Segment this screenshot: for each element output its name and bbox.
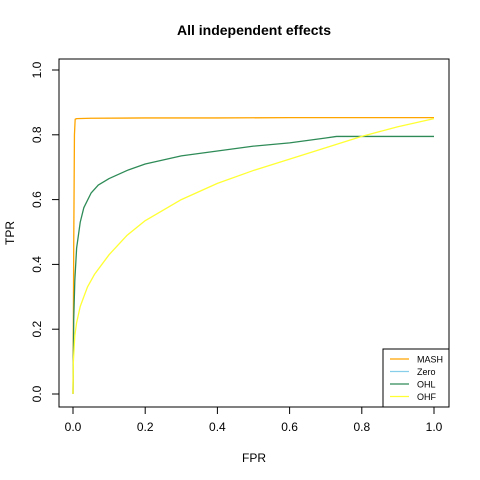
x-tick-label: 0.8 bbox=[353, 420, 370, 434]
series-line-ohl bbox=[72, 135, 434, 395]
legend-label-zero: Zero bbox=[417, 367, 436, 377]
y-tick-label: 0.8 bbox=[30, 126, 44, 143]
x-axis: 0.0 0.2 0.4 0.6 0.8 1.0 bbox=[65, 407, 443, 434]
x-tick-label: 0.6 bbox=[281, 420, 298, 434]
y-tick-label: 0.6 bbox=[30, 191, 44, 208]
series-line-mash bbox=[72, 116, 434, 395]
x-tick-label: 0.0 bbox=[65, 420, 82, 434]
legend-label-ohf: OHF bbox=[417, 392, 437, 402]
x-tick-label: 0.2 bbox=[137, 420, 154, 434]
y-tick-label: 0.4 bbox=[30, 256, 44, 273]
legend-label-ohl: OHL bbox=[417, 380, 436, 390]
y-tick-label: 0.2 bbox=[30, 321, 44, 338]
legend: MASH Zero OHL OHF bbox=[382, 348, 450, 408]
x-tick-label: 1.0 bbox=[426, 420, 443, 434]
series-line-ohf bbox=[72, 117, 435, 395]
y-axis-label: TPR bbox=[3, 221, 17, 245]
y-tick-label: 0.0 bbox=[30, 385, 44, 402]
x-tick-label: 0.4 bbox=[209, 420, 226, 434]
y-axis: 0.0 0.2 0.4 0.6 0.8 1.0 bbox=[30, 61, 59, 402]
plot-area-border bbox=[58, 58, 450, 408]
chart-title: All independent effects bbox=[177, 22, 331, 38]
x-axis-label: FPR bbox=[242, 451, 266, 465]
y-tick-label: 1.0 bbox=[30, 61, 44, 78]
series-layer bbox=[72, 116, 435, 395]
legend-label-mash: MASH bbox=[417, 355, 443, 365]
